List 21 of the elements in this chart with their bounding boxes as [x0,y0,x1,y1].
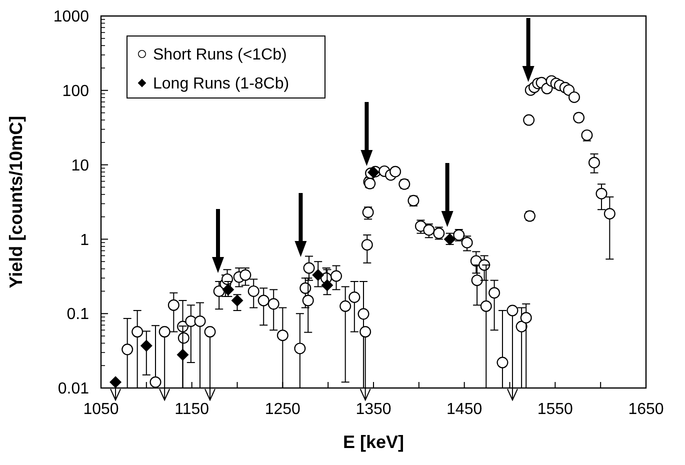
x-tick-label: 1050 [83,401,119,418]
x-axis-title: E [keV] [342,432,404,452]
x-tick-label: 1650 [628,401,664,418]
point [176,348,189,361]
point [110,376,122,388]
y-tick-label: 0.01 [58,380,90,398]
x-tick-label: 1550 [537,401,574,418]
x-tick-label: 1450 [446,401,482,418]
x-tick-label: 1350 [356,401,392,418]
y-axis-title: Yield [counts/10mC] [6,116,26,288]
point [140,340,152,352]
y-tick-label: 0.1 [66,306,90,324]
x-tick-label: 1150 [174,401,210,418]
x-tick-label: 1250 [264,401,301,418]
y-tick-label: 100 [62,83,90,100]
legend-label: Long Runs (1-8Cb) [153,76,290,93]
point [312,269,324,282]
legend-label: Short Runs (<1Cb) [153,46,287,64]
y-tick-label: 1000 [53,8,90,26]
y-tick-label: 1 [80,232,90,249]
y-tick-label: 10 [71,157,90,174]
